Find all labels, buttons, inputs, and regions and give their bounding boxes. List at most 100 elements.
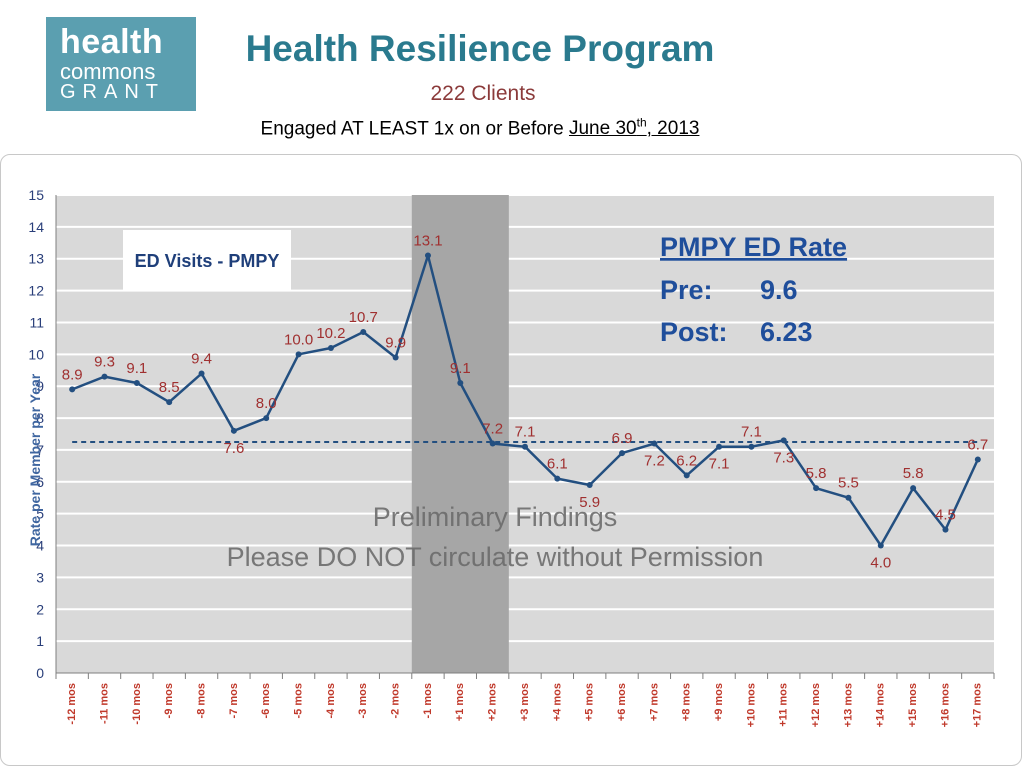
data-point bbox=[69, 386, 76, 393]
data-label: 9.1 bbox=[126, 360, 147, 377]
data-point bbox=[554, 475, 561, 482]
data-label: 9.3 bbox=[94, 354, 115, 371]
data-point bbox=[489, 440, 496, 447]
data-label: 6.2 bbox=[676, 452, 697, 469]
data-label: 5.5 bbox=[838, 475, 859, 492]
x-tick-label: -1 mos bbox=[422, 683, 434, 718]
watermark-line-2: Please DO NOT circulate without Permissi… bbox=[227, 542, 764, 572]
y-tick-label: 14 bbox=[28, 219, 44, 235]
data-point bbox=[780, 437, 787, 444]
x-tick-label: -2 mos bbox=[390, 683, 402, 718]
data-label: 8.0 bbox=[256, 395, 277, 412]
data-label: 6.1 bbox=[547, 456, 568, 473]
rate-summary: PMPY ED Rate Pre: 9.6 Post: 6.23 bbox=[660, 232, 847, 347]
data-label: 9.1 bbox=[450, 360, 471, 377]
data-point bbox=[910, 485, 917, 492]
y-tick-label: 12 bbox=[28, 283, 44, 299]
data-label: 7.2 bbox=[644, 453, 665, 470]
data-label: 6.7 bbox=[967, 436, 988, 453]
x-tick-label: -12 mos bbox=[66, 683, 78, 725]
y-tick-label: 6 bbox=[36, 474, 44, 490]
y-tick-label: 9 bbox=[36, 378, 44, 394]
x-tick-label: +3 mos bbox=[519, 683, 531, 721]
x-tick-label: +11 mos bbox=[778, 683, 790, 727]
data-label: 8.9 bbox=[62, 366, 83, 383]
data-point bbox=[877, 542, 884, 549]
data-point bbox=[522, 443, 528, 450]
y-tick-label: 0 bbox=[36, 665, 44, 681]
data-label: 4.0 bbox=[870, 555, 891, 572]
data-points bbox=[69, 252, 981, 549]
data-point bbox=[651, 440, 658, 447]
y-tick-label: 8 bbox=[36, 410, 44, 426]
x-tick-label: -8 mos bbox=[195, 683, 207, 718]
x-tick-label: +14 mos bbox=[875, 683, 887, 727]
engagement-date-year: , 2013 bbox=[646, 118, 700, 140]
engagement-date-sup: th bbox=[636, 116, 647, 130]
shaded-band bbox=[411, 195, 509, 673]
y-tick-label: 3 bbox=[36, 569, 44, 585]
data-point bbox=[133, 380, 140, 387]
data-point bbox=[813, 485, 820, 492]
y-tick-label: 10 bbox=[28, 346, 44, 362]
data-point bbox=[101, 373, 108, 380]
data-point bbox=[166, 399, 173, 406]
data-label: 6.9 bbox=[612, 430, 633, 447]
data-label: 7.1 bbox=[741, 424, 762, 441]
data-label: 7.3 bbox=[773, 449, 794, 466]
data-label: 4.5 bbox=[935, 507, 956, 524]
x-tick-label: +16 mos bbox=[939, 683, 951, 727]
rate-pre-value: 9.6 bbox=[760, 275, 798, 305]
engagement-criteria: Engaged AT LEAST 1x on or Before June 30… bbox=[200, 116, 760, 140]
x-tick-label: -7 mos bbox=[228, 683, 240, 718]
y-tick-label: 15 bbox=[28, 187, 44, 203]
rate-pre-label: Pre: bbox=[660, 275, 713, 305]
y-tick-label: 13 bbox=[28, 251, 44, 267]
data-label: 7.2 bbox=[482, 421, 503, 438]
logo-line-3: GRANT bbox=[60, 81, 165, 103]
data-label: 13.1 bbox=[413, 233, 442, 250]
x-tick-label: +6 mos bbox=[616, 683, 628, 721]
data-label: 9.9 bbox=[385, 335, 406, 352]
data-label: 9.4 bbox=[191, 350, 212, 367]
data-point bbox=[942, 526, 949, 533]
x-tick-label: +4 mos bbox=[551, 683, 563, 721]
watermark-line-1: Preliminary Findings bbox=[373, 502, 618, 532]
data-point bbox=[457, 380, 464, 387]
health-commons-grant-logo: health commons GRANT bbox=[46, 17, 196, 111]
data-point bbox=[716, 443, 723, 450]
x-tick-label: +10 mos bbox=[745, 683, 757, 727]
gridlines bbox=[56, 194, 994, 643]
data-point bbox=[360, 329, 367, 336]
x-tick-label: +8 mos bbox=[681, 683, 693, 721]
y-tick-label: 1 bbox=[36, 633, 44, 649]
x-tick-label: +7 mos bbox=[648, 683, 660, 721]
data-labels: 8.9 9.3 9.1 8.5 9.4 7.6 8.0 10.0 10.210.7 9.9 13.1… bbox=[62, 233, 989, 572]
legend-label: ED Visits - PMPY bbox=[135, 251, 280, 271]
data-label: 10.2 bbox=[316, 325, 345, 342]
legend-box: ED Visits - PMPY bbox=[123, 230, 291, 290]
data-point bbox=[295, 351, 302, 358]
data-point bbox=[748, 443, 755, 450]
data-label: 5.9 bbox=[579, 494, 600, 511]
x-tick-label: -9 mos bbox=[163, 683, 175, 718]
x-tick-label: -4 mos bbox=[325, 683, 337, 718]
x-tick-label: -3 mos bbox=[357, 683, 369, 718]
y-tick-label: 5 bbox=[36, 506, 44, 522]
data-label: 5.8 bbox=[806, 465, 827, 482]
y-tick-label: 11 bbox=[29, 314, 44, 330]
y-tick-label: 2 bbox=[36, 601, 44, 617]
x-tick-label: +12 mos bbox=[810, 683, 822, 727]
data-label: 7.1 bbox=[709, 456, 730, 473]
x-tick-label: +13 mos bbox=[842, 683, 854, 727]
page-title: Health Resilience Program bbox=[245, 28, 715, 69]
data-point bbox=[424, 252, 431, 259]
x-tick-label: -11 mos bbox=[98, 683, 110, 724]
data-point bbox=[198, 370, 205, 377]
y-tick-label: 7 bbox=[36, 442, 44, 458]
x-axis: -12 mos -11 mos -10 mos -9 mos -8 mos -7 mos -… bbox=[55, 672, 995, 727]
x-tick-label: -6 mos bbox=[260, 683, 272, 718]
x-tick-label: -5 mos bbox=[292, 683, 304, 718]
x-tick-label: -10 mos bbox=[131, 683, 143, 725]
